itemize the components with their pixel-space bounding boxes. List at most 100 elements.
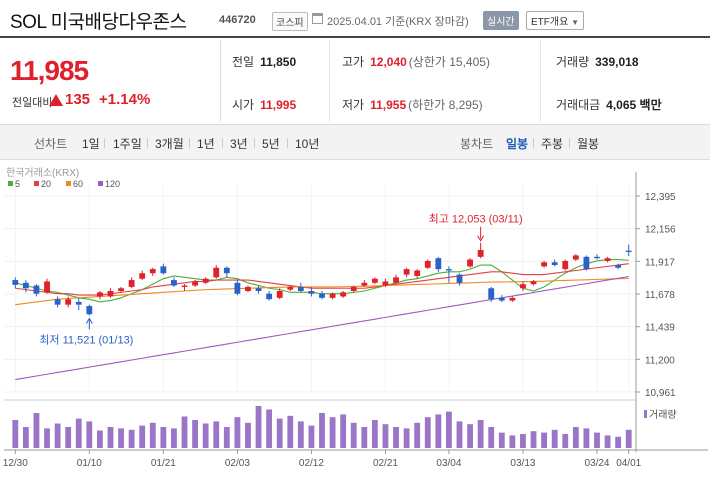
etf-overview-dropdown[interactable]: ETF개요 ▼ (526, 11, 584, 30)
high-price: 고가 12,040 (상한가 15,405) (342, 53, 490, 70)
volume-bar (498, 432, 505, 448)
toolbar-divider (104, 138, 105, 148)
period-1w[interactable]: 1주일 (113, 137, 142, 151)
stock-chart[interactable]: 한국거래소(KRX) 5 20 60 120 12,395 12,156 11,917 11,6… (0, 162, 710, 484)
open-value: 11,995 (260, 98, 297, 112)
volume-bar (446, 411, 452, 448)
candle-body (255, 288, 262, 291)
candle-body (530, 281, 537, 285)
candle-body (223, 267, 230, 274)
price-summary: 11,985 전일대비 135 +1.14% (0, 40, 220, 122)
line-chart-label: 선차트 (34, 137, 68, 151)
candle-body (86, 306, 93, 315)
candle-body (181, 285, 188, 287)
chart-svg[interactable]: 한국거래소(KRX)5 20 60 120 12,395 12,156 11,917 11,6… (0, 162, 710, 484)
volume-bar (583, 428, 590, 448)
volume-bar (12, 420, 19, 448)
y-tick-label: 11,200 (645, 355, 675, 366)
candle-body (562, 260, 569, 270)
candle-weekly[interactable]: 주봉 (541, 137, 564, 151)
x-tick-label: 12/30 (3, 458, 28, 469)
candle-body (297, 286, 304, 291)
legend-swatch-120 (98, 181, 103, 186)
volume-bar (604, 435, 611, 448)
info-divider (329, 40, 330, 122)
x-tick-label: 02/21 (373, 458, 398, 469)
volume-bar (202, 423, 209, 448)
period-1d[interactable]: 1일 (82, 137, 100, 151)
volume-bar (403, 428, 410, 448)
lower-limit: (하한가 8,295) (408, 98, 483, 112)
calendar-icon (312, 13, 323, 24)
candle-body (625, 250, 632, 253)
prev-close-label: 전일 (232, 55, 255, 69)
volume-bar (520, 434, 526, 448)
volume-bar (541, 432, 548, 448)
y-tick-label: 10,961 (645, 388, 676, 399)
volume-bar (530, 431, 537, 448)
candle-body (572, 255, 579, 260)
candle-body (192, 281, 198, 286)
ma-line-120 (15, 275, 629, 381)
candle-body (382, 281, 389, 286)
volume-bar (424, 417, 431, 448)
volume-label: 거래량 (556, 55, 590, 69)
candle-body (615, 265, 622, 268)
candle-body (520, 284, 526, 289)
chevron-down-icon: ▼ (571, 18, 579, 27)
legend-label-20: 20 (41, 179, 51, 189)
volume-bar (572, 427, 579, 448)
volume-value: 339,018 (595, 55, 639, 69)
candle-body (371, 278, 378, 283)
y-tick-label: 12,156 (645, 225, 676, 236)
volume-bar (234, 417, 241, 448)
candle-body (149, 269, 156, 274)
toolbar-divider (569, 138, 570, 148)
y-tick-label: 11,439 (645, 323, 675, 334)
period-3m[interactable]: 3개월 (155, 137, 184, 151)
period-5y[interactable]: 5년 (262, 137, 280, 151)
open-label: 시가 (232, 98, 255, 112)
volume-bar (488, 427, 495, 448)
candle-body (551, 262, 558, 266)
candle-body (424, 260, 431, 268)
candle-daily[interactable]: 일봉 (506, 137, 529, 151)
candle-body (202, 278, 209, 283)
candle-body (266, 293, 273, 300)
toolbar-divider (254, 138, 255, 148)
volume-bar (44, 428, 50, 448)
volume-bar (181, 416, 188, 448)
x-tick-label: 01/21 (151, 458, 176, 469)
volume-bar (319, 413, 325, 448)
volume-bar (171, 428, 177, 448)
legend-swatch-20 (34, 181, 39, 186)
period-3y[interactable]: 3년 (230, 137, 248, 151)
candle-body (128, 280, 135, 287)
legend-swatch-5 (8, 181, 13, 186)
change-label: 전일대비 (12, 97, 53, 109)
candle-body (234, 282, 241, 294)
candle-body (498, 297, 505, 301)
volume-bar (96, 430, 103, 448)
volume-bar (107, 427, 114, 448)
candle-body (54, 299, 61, 305)
candle-body (477, 249, 484, 257)
period-10y[interactable]: 10년 (295, 137, 320, 151)
volume-bar (213, 421, 220, 448)
high-value: 12,040 (370, 55, 407, 69)
period-1y[interactable]: 1년 (197, 137, 215, 151)
volume-bar (477, 420, 484, 448)
volume-legend-swatch (644, 410, 647, 418)
volume-bar (287, 415, 294, 448)
realtime-button[interactable]: 실시간 (483, 11, 519, 30)
volume: 거래량 339,018 (556, 53, 639, 70)
volume-bar (86, 421, 93, 448)
x-tick-label: 02/12 (299, 458, 324, 469)
volume-legend-label: 거래량 (649, 409, 677, 421)
x-tick-label: 03/13 (510, 458, 535, 469)
high-arrow-icon (477, 235, 485, 242)
low-value: 11,955 (370, 98, 407, 112)
candle-body (308, 290, 315, 294)
candle-monthly[interactable]: 월봉 (577, 137, 600, 151)
candle-body (467, 259, 473, 267)
